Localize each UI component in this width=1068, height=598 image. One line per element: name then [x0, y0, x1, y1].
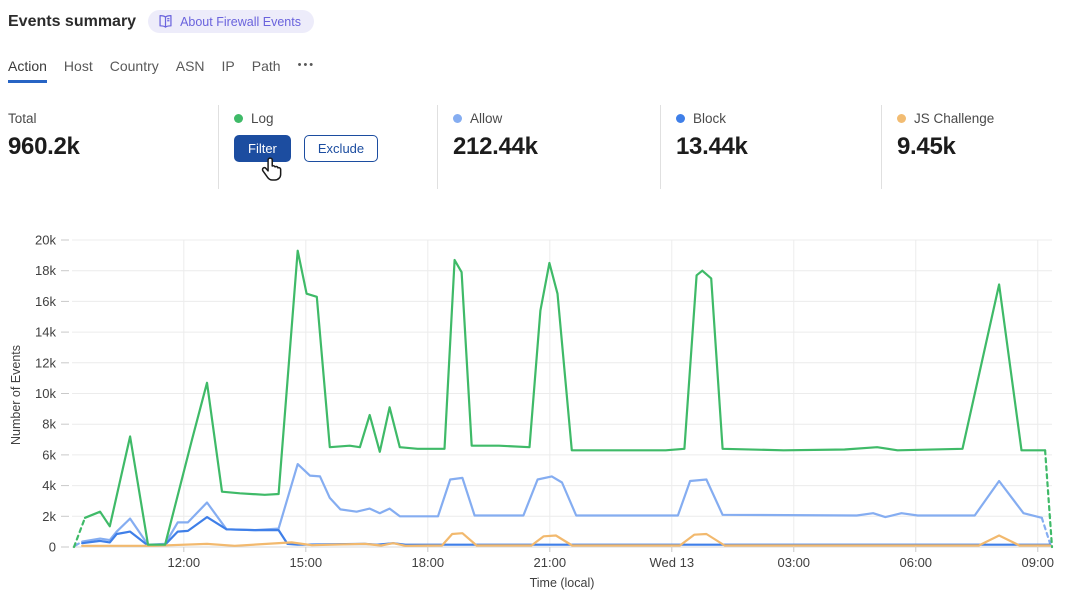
- tab-bar: Action Host Country ASN IP Path •••: [8, 58, 315, 83]
- filter-button[interactable]: Filter: [234, 135, 291, 162]
- stat-value-total: 960.2k: [8, 133, 80, 160]
- svg-text:18:00: 18:00: [412, 555, 445, 570]
- block-legend-dot: [676, 114, 685, 123]
- js-challenge-legend-dot: [897, 114, 906, 123]
- svg-text:18k: 18k: [35, 263, 56, 278]
- svg-text:20k: 20k: [35, 233, 56, 248]
- about-firewall-events-badge[interactable]: About Firewall Events: [148, 10, 314, 33]
- svg-text:03:00: 03:00: [778, 555, 811, 570]
- svg-text:14k: 14k: [35, 325, 56, 340]
- allow-legend-dot: [453, 114, 462, 123]
- tab-action[interactable]: Action: [8, 58, 47, 83]
- stat-value-allow: 212.44k: [453, 133, 538, 160]
- svg-text:21:00: 21:00: [534, 555, 567, 570]
- svg-text:2k: 2k: [42, 509, 56, 524]
- tab-country[interactable]: Country: [109, 58, 159, 74]
- book-icon: [158, 14, 173, 29]
- about-badge-label: About Firewall Events: [180, 14, 301, 29]
- tab-host[interactable]: Host: [63, 58, 93, 74]
- events-chart[interactable]: 0 2k 4k 6k 8k 10k 12k 14k 16k 18k 20k 12:00 15:00 18:…: [0, 225, 1068, 598]
- header: Events summary About Firewall Events: [8, 10, 314, 33]
- svg-text:09:00: 09:00: [1021, 555, 1054, 570]
- svg-text:0: 0: [49, 540, 56, 555]
- svg-text:6k: 6k: [42, 447, 56, 462]
- svg-text:12:00: 12:00: [168, 555, 201, 570]
- stat-value-js-challenge: 9.45k: [897, 133, 956, 160]
- stat-label-log: Log: [251, 111, 274, 126]
- stat-label-block: Block: [693, 111, 727, 126]
- stats-row: Total 960.2k Log Filter Exclude Allow 21…: [0, 105, 1068, 189]
- tab-ip[interactable]: IP: [221, 58, 235, 74]
- svg-text:Time (local): Time (local): [530, 576, 595, 590]
- exclude-button[interactable]: Exclude: [303, 135, 379, 162]
- stat-label-allow: Allow: [470, 111, 503, 126]
- tab-asn[interactable]: ASN: [175, 58, 205, 74]
- stat-card-log: Log Filter Exclude: [218, 105, 437, 189]
- tabs-more-button[interactable]: •••: [297, 59, 316, 71]
- svg-text:16k: 16k: [35, 294, 56, 309]
- stat-label-js-challenge: JS Challenge: [914, 111, 995, 126]
- stat-label-total: Total: [8, 111, 37, 126]
- svg-text:Wed 13: Wed 13: [650, 555, 695, 570]
- svg-text:8k: 8k: [42, 417, 56, 432]
- svg-text:06:00: 06:00: [900, 555, 933, 570]
- svg-text:15:00: 15:00: [290, 555, 323, 570]
- stat-value-block: 13.44k: [676, 133, 748, 160]
- stat-card-total: Total 960.2k: [0, 105, 218, 189]
- tab-path[interactable]: Path: [251, 58, 281, 74]
- page-title: Events summary: [8, 12, 137, 30]
- svg-text:10k: 10k: [35, 386, 56, 401]
- stat-card-allow: Allow 212.44k: [437, 105, 660, 189]
- svg-text:4k: 4k: [42, 478, 56, 493]
- svg-text:Number of Events: Number of Events: [9, 345, 23, 445]
- stat-card-js-challenge: JS Challenge 9.45k: [881, 105, 1068, 189]
- svg-text:12k: 12k: [35, 355, 56, 370]
- log-legend-dot: [234, 114, 243, 123]
- stat-card-block: Block 13.44k: [660, 105, 881, 189]
